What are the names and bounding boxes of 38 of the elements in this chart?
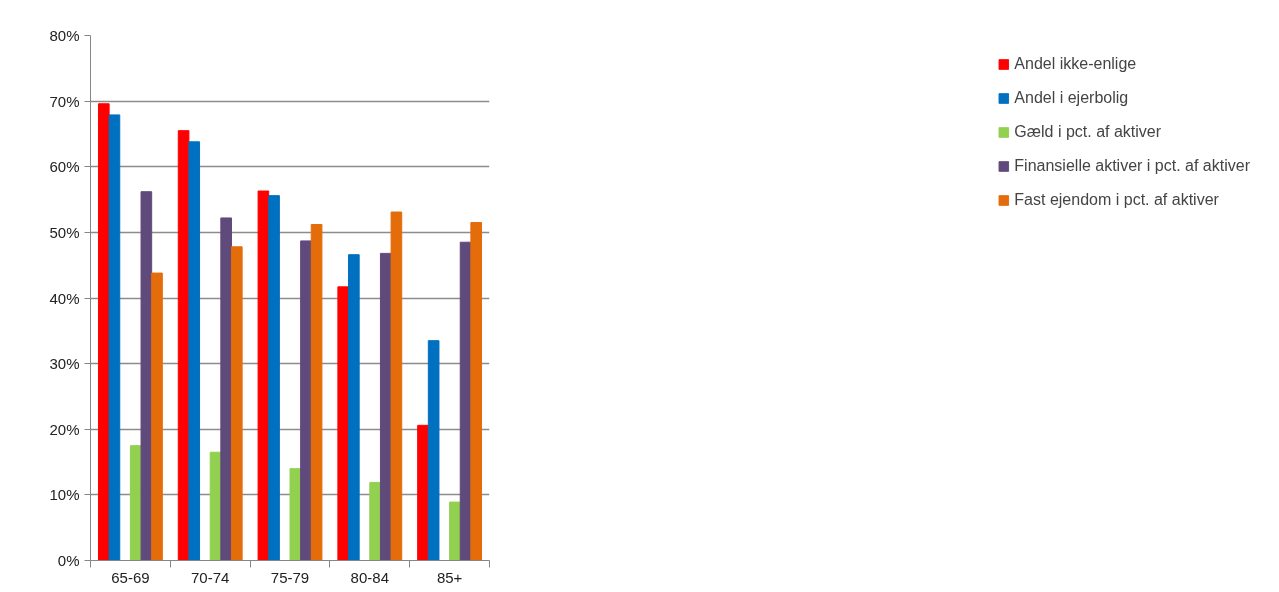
bar — [108, 114, 121, 561]
bar — [289, 468, 302, 561]
y-tick-label: 40% — [49, 289, 80, 307]
legend-label: Andel i ejerbolig — [1014, 89, 1129, 107]
y-tick-label: 60% — [49, 158, 80, 176]
y-tick-label: 20% — [49, 420, 80, 438]
legend-label: Fast ejendom i pct. af aktiver — [1014, 191, 1219, 209]
bar — [230, 246, 243, 561]
y-tick-label: 70% — [49, 92, 80, 110]
x-tick-label: 85+ — [436, 568, 463, 586]
bar — [257, 190, 270, 561]
bar — [300, 240, 312, 561]
x-tick-label: 65-69 — [111, 568, 150, 586]
y-tick-label: 80% — [49, 27, 80, 44]
y-tick-label: 10% — [49, 486, 80, 504]
bar — [348, 254, 360, 561]
legend-label: Gæld i pct. af aktiver — [1014, 123, 1162, 141]
x-tick-label: 70-74 — [191, 568, 230, 586]
legend-label: Finansielle aktiver i pct. af aktiver — [1014, 157, 1250, 175]
y-tick-label: 50% — [49, 223, 80, 241]
bar — [188, 141, 201, 561]
x-tick-label: 80-84 — [350, 568, 389, 586]
bar — [470, 222, 483, 561]
y-tick-label: 30% — [49, 355, 80, 373]
bar — [369, 481, 381, 561]
bar — [220, 217, 232, 561]
bar — [151, 272, 163, 561]
bar — [417, 424, 429, 561]
legend-label: Andel ikke-enlige — [1014, 55, 1137, 73]
y-tick-label: 0% — [57, 552, 80, 569]
bar — [427, 340, 440, 561]
bar — [268, 195, 280, 561]
bar — [390, 211, 403, 561]
bar — [337, 286, 350, 561]
bar — [449, 501, 461, 561]
bar — [310, 224, 323, 561]
x-tick-label: 75-79 — [270, 568, 310, 586]
bar — [140, 191, 153, 561]
